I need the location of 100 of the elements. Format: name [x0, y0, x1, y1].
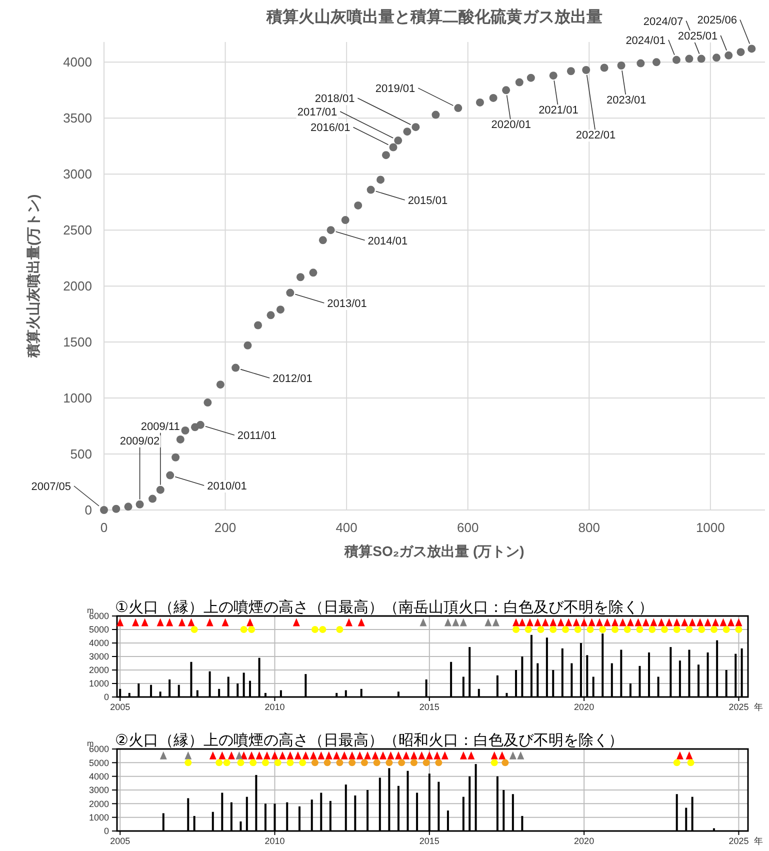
y-tick-label: 2500: [63, 222, 92, 238]
point: [156, 486, 164, 494]
x-tick-label: 2010: [264, 836, 285, 846]
point: [216, 380, 224, 389]
point: [432, 110, 440, 119]
x-tick-label: 1000: [696, 520, 725, 535]
annotation: 2021/01: [538, 104, 578, 117]
y-tick-label: 3000: [88, 785, 109, 796]
point: [366, 186, 375, 194]
y-tick-label: 6000: [88, 611, 109, 622]
annotation: 2018/01: [314, 93, 355, 106]
y-tick-label: 2000: [88, 798, 109, 809]
y-tick-label: 500: [70, 446, 92, 462]
x-tick-label: 2025: [728, 702, 749, 712]
point: [672, 56, 680, 64]
y-tick-label: 4000: [63, 54, 92, 70]
annotation: 2022/01: [576, 130, 616, 142]
annotation: 2007/05: [31, 481, 71, 493]
point: [724, 51, 733, 60]
annotation: 2010/01: [207, 480, 247, 492]
annotation: 2011/01: [237, 430, 276, 442]
chart-title: ②火口（縁）上の噴煙の高さ（日最高）（昭和火口：白色及び不明を除く）: [115, 732, 624, 749]
y-tick-label: 0: [84, 502, 92, 518]
x-tick-label: 2010: [264, 702, 285, 712]
annotation: 2014/01: [368, 235, 408, 248]
point: [636, 59, 645, 68]
y-tick-label: 1000: [88, 812, 109, 822]
point: [454, 104, 462, 112]
x-tick-label: 400: [336, 520, 358, 535]
point: [204, 398, 212, 407]
y-axis-title: 積算火山灰噴出量(万トン): [25, 194, 41, 359]
point: [309, 268, 318, 277]
annotation: 2016/01: [310, 122, 350, 134]
point: [326, 226, 335, 234]
x-axis-title: 年: [754, 836, 763, 846]
point: [341, 216, 350, 224]
x-tick-label: 2020: [574, 836, 594, 846]
point: [382, 151, 390, 160]
point: [254, 321, 262, 330]
point: [244, 341, 252, 350]
y-tick-label: 1000: [88, 678, 109, 689]
y-tick-label: 4000: [88, 771, 109, 782]
point: [354, 201, 362, 210]
annotation: 2009/02: [120, 435, 160, 448]
annotation: 2013/01: [327, 298, 367, 310]
x-tick-label: 800: [578, 520, 600, 535]
point: [652, 58, 660, 66]
y-tick-label: 2000: [88, 665, 109, 676]
point: [697, 54, 706, 63]
y-tick-label: 1000: [63, 390, 92, 406]
point: [176, 435, 184, 444]
point: [100, 506, 108, 514]
point: [112, 504, 120, 513]
point: [489, 94, 498, 102]
y-tick-label: 5000: [88, 758, 109, 768]
y-tick-label: 0: [104, 692, 109, 702]
point: [617, 62, 626, 70]
y-tick-label: 1500: [63, 334, 92, 350]
y-tick-label: 0: [104, 826, 109, 836]
y-tick-label: 5000: [88, 624, 109, 635]
x-axis-title: 積算SO₂ガス放出量 (万トン): [344, 543, 524, 559]
x-tick-label: 2005: [110, 702, 130, 712]
x-tick-label: 200: [214, 520, 236, 535]
point: [389, 143, 398, 152]
annotation: 2023/01: [606, 94, 646, 107]
y-tick-label: 2000: [63, 278, 92, 294]
x-tick-label: 2015: [419, 702, 440, 712]
y-tick-label: 3000: [63, 166, 92, 182]
point: [232, 364, 240, 372]
annotation: 2025/06: [697, 14, 738, 27]
annotation: 2025/01: [678, 30, 718, 42]
point: [685, 54, 694, 63]
point: [515, 78, 524, 86]
annotation: 2017/01: [297, 106, 338, 119]
y-tick-label: 3000: [88, 652, 109, 662]
point: [526, 74, 535, 82]
point: [266, 311, 275, 320]
point: [276, 306, 284, 314]
point: [600, 64, 608, 72]
point: [318, 236, 327, 244]
y-tick-label: 6000: [88, 744, 109, 754]
point: [376, 176, 385, 184]
point: [748, 44, 756, 53]
point: [124, 502, 132, 511]
annotation: 2012/01: [272, 373, 312, 386]
x-tick-label: 2025: [728, 836, 749, 846]
point: [394, 136, 402, 145]
point: [172, 453, 180, 462]
chart-title: ①火口（縁）上の噴煙の高さ（日最高）（南岳山頂火口：白色及び不明を除く）: [115, 599, 654, 616]
annotation: 2020/01: [491, 119, 532, 132]
point: [582, 66, 590, 74]
x-tick-label: 2005: [110, 836, 130, 846]
annotation: 2019/01: [375, 83, 416, 96]
point: [502, 86, 510, 94]
annotation: 2009/11: [140, 420, 180, 433]
point: [736, 48, 745, 56]
x-tick-label: 2015: [419, 836, 440, 846]
point: [712, 54, 720, 62]
point: [566, 67, 575, 76]
y-tick-label: 4000: [88, 638, 109, 648]
